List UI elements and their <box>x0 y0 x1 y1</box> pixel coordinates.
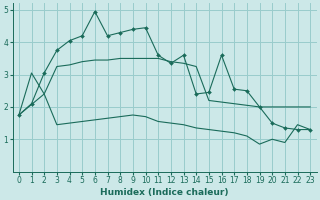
X-axis label: Humidex (Indice chaleur): Humidex (Indice chaleur) <box>100 188 229 197</box>
